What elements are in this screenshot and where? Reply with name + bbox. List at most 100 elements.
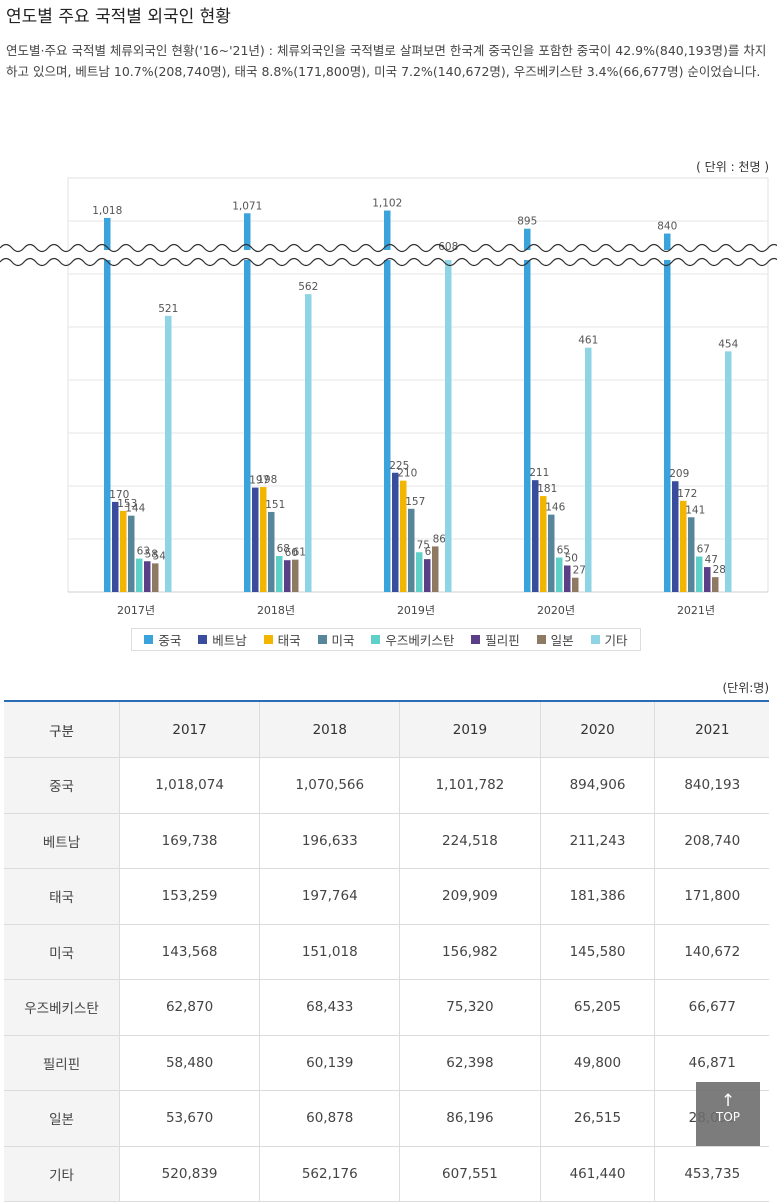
legend-swatch <box>590 635 600 644</box>
data-label: 157 <box>405 496 425 508</box>
data-label: 141 <box>685 504 705 516</box>
table-row-header: 태국 <box>4 868 120 925</box>
table-header-cell: 2021 <box>654 700 769 758</box>
table-cell: 75,320 <box>399 979 541 1036</box>
bar <box>104 217 111 592</box>
bar <box>524 228 531 592</box>
data-label: 172 <box>677 488 697 500</box>
table-cell: 209,909 <box>399 868 541 925</box>
table-unit-label: (단위:명) <box>722 681 769 695</box>
data-label: 461 <box>578 335 598 347</box>
data-label: 170 <box>109 489 129 501</box>
data-label: 28 <box>713 564 726 576</box>
table-cell: 66,677 <box>654 979 769 1036</box>
legend-label: 중국 <box>158 633 182 648</box>
table-cell: 140,672 <box>654 923 769 980</box>
bar <box>416 552 423 592</box>
bar <box>260 487 267 592</box>
legend-label: 미국 <box>331 633 355 648</box>
bar <box>400 480 407 592</box>
bar <box>252 487 259 592</box>
legend-item: 중국 <box>144 630 181 649</box>
table-row-header: 중국 <box>4 757 120 814</box>
data-table: 구분 2017 2018 2019 2020 2021 중국 1,018,074 1… <box>4 700 769 1202</box>
bar <box>268 511 275 592</box>
data-label: 840 <box>657 221 677 233</box>
bar <box>432 546 439 592</box>
data-label: 1,018 <box>92 205 122 217</box>
table-row: 기타 520,839 562,176 607,551 461,440 453,735 <box>4 1145 769 1202</box>
legend-item: 베트남 <box>198 630 247 649</box>
table-cell: 156,982 <box>399 923 541 980</box>
bar <box>284 560 291 592</box>
data-label: 225 <box>389 460 409 472</box>
table-row-header: 우즈베키스탄 <box>4 979 120 1036</box>
legend-label: 베트남 <box>212 633 247 648</box>
legend-swatch <box>144 635 154 644</box>
table-cell: 145,580 <box>539 923 656 980</box>
table-cell: 62,398 <box>399 1034 541 1091</box>
bar <box>445 253 452 592</box>
data-label: 63 <box>137 546 150 558</box>
table-header-cell: 2020 <box>539 700 656 758</box>
legend-label: 기타 <box>604 633 628 648</box>
arrow-up-icon: ↑ <box>720 1091 736 1111</box>
bar <box>424 559 431 592</box>
legend-item: 태국 <box>263 630 301 649</box>
bar <box>548 514 555 592</box>
bar <box>136 558 143 592</box>
data-label: 210 <box>397 468 417 480</box>
table-header-cell: 2018 <box>259 700 401 758</box>
legend-label: 일본 <box>550 633 574 648</box>
table-cell: 840,193 <box>654 757 769 814</box>
table-header-cell: 2019 <box>399 700 541 758</box>
page-title: 연도별 주요 국적별 외국인 현황 <box>6 7 231 27</box>
data-label: 521 <box>158 303 178 315</box>
table-cell: 562,176 <box>259 1145 401 1202</box>
bar <box>144 561 151 592</box>
table-cell: 143,568 <box>118 923 261 980</box>
legend-item: 미국 <box>317 630 355 649</box>
legend-label: 우즈베키스탄 <box>385 633 455 648</box>
data-label: 181 <box>537 483 557 495</box>
data-label: 75 <box>417 539 430 551</box>
data-label: 198 <box>257 474 277 486</box>
bar <box>128 515 135 592</box>
scroll-top-label: TOP <box>715 1110 740 1124</box>
bar <box>532 480 539 592</box>
table-cell: 60,139 <box>259 1034 401 1091</box>
bar <box>152 563 159 592</box>
legend-item: 우즈베키스탄 <box>371 630 454 649</box>
bar <box>292 559 299 592</box>
bar <box>680 500 687 592</box>
data-label: 197 <box>249 475 269 487</box>
table-cell: 208,740 <box>654 812 769 869</box>
bar <box>392 472 399 592</box>
table-cell: 153,259 <box>118 868 261 925</box>
bar <box>704 567 711 592</box>
axis-break-line <box>0 243 777 253</box>
data-label: 86 <box>433 533 447 545</box>
plot-area <box>67 177 769 593</box>
table-row-header: 미국 <box>4 923 120 980</box>
table-cell: 53,670 <box>118 1090 261 1147</box>
table-row: 중국 1,018,074 1,070,566 1,101,782 894,906 840,… <box>4 757 769 814</box>
table-cell: 151,018 <box>259 923 401 980</box>
bar <box>244 213 251 592</box>
chart-unit-label: ( 단위 : 천명 ) <box>696 160 769 174</box>
data-label: 562 <box>298 281 318 293</box>
bar <box>384 210 391 592</box>
data-label: 47 <box>705 554 718 566</box>
table-row: 베트남 169,738 196,633 224,518 211,243 208,740 <box>4 812 769 869</box>
data-label: 153 <box>117 498 137 510</box>
table-cell: 894,906 <box>539 757 656 814</box>
page-description: 연도별·주요 국적별 체류외국인 현황('16~'21년) : 체류외국인을 국… <box>6 43 767 79</box>
legend-item: 일본 <box>536 630 574 649</box>
scroll-top-button[interactable]: ↑ TOP <box>696 1082 760 1146</box>
legend-swatch <box>317 635 327 644</box>
table-row-header: 기타 <box>4 1145 120 1202</box>
axis-break-fill <box>0 250 777 260</box>
legend-label: 필리핀 <box>485 633 520 648</box>
bar <box>112 501 119 592</box>
